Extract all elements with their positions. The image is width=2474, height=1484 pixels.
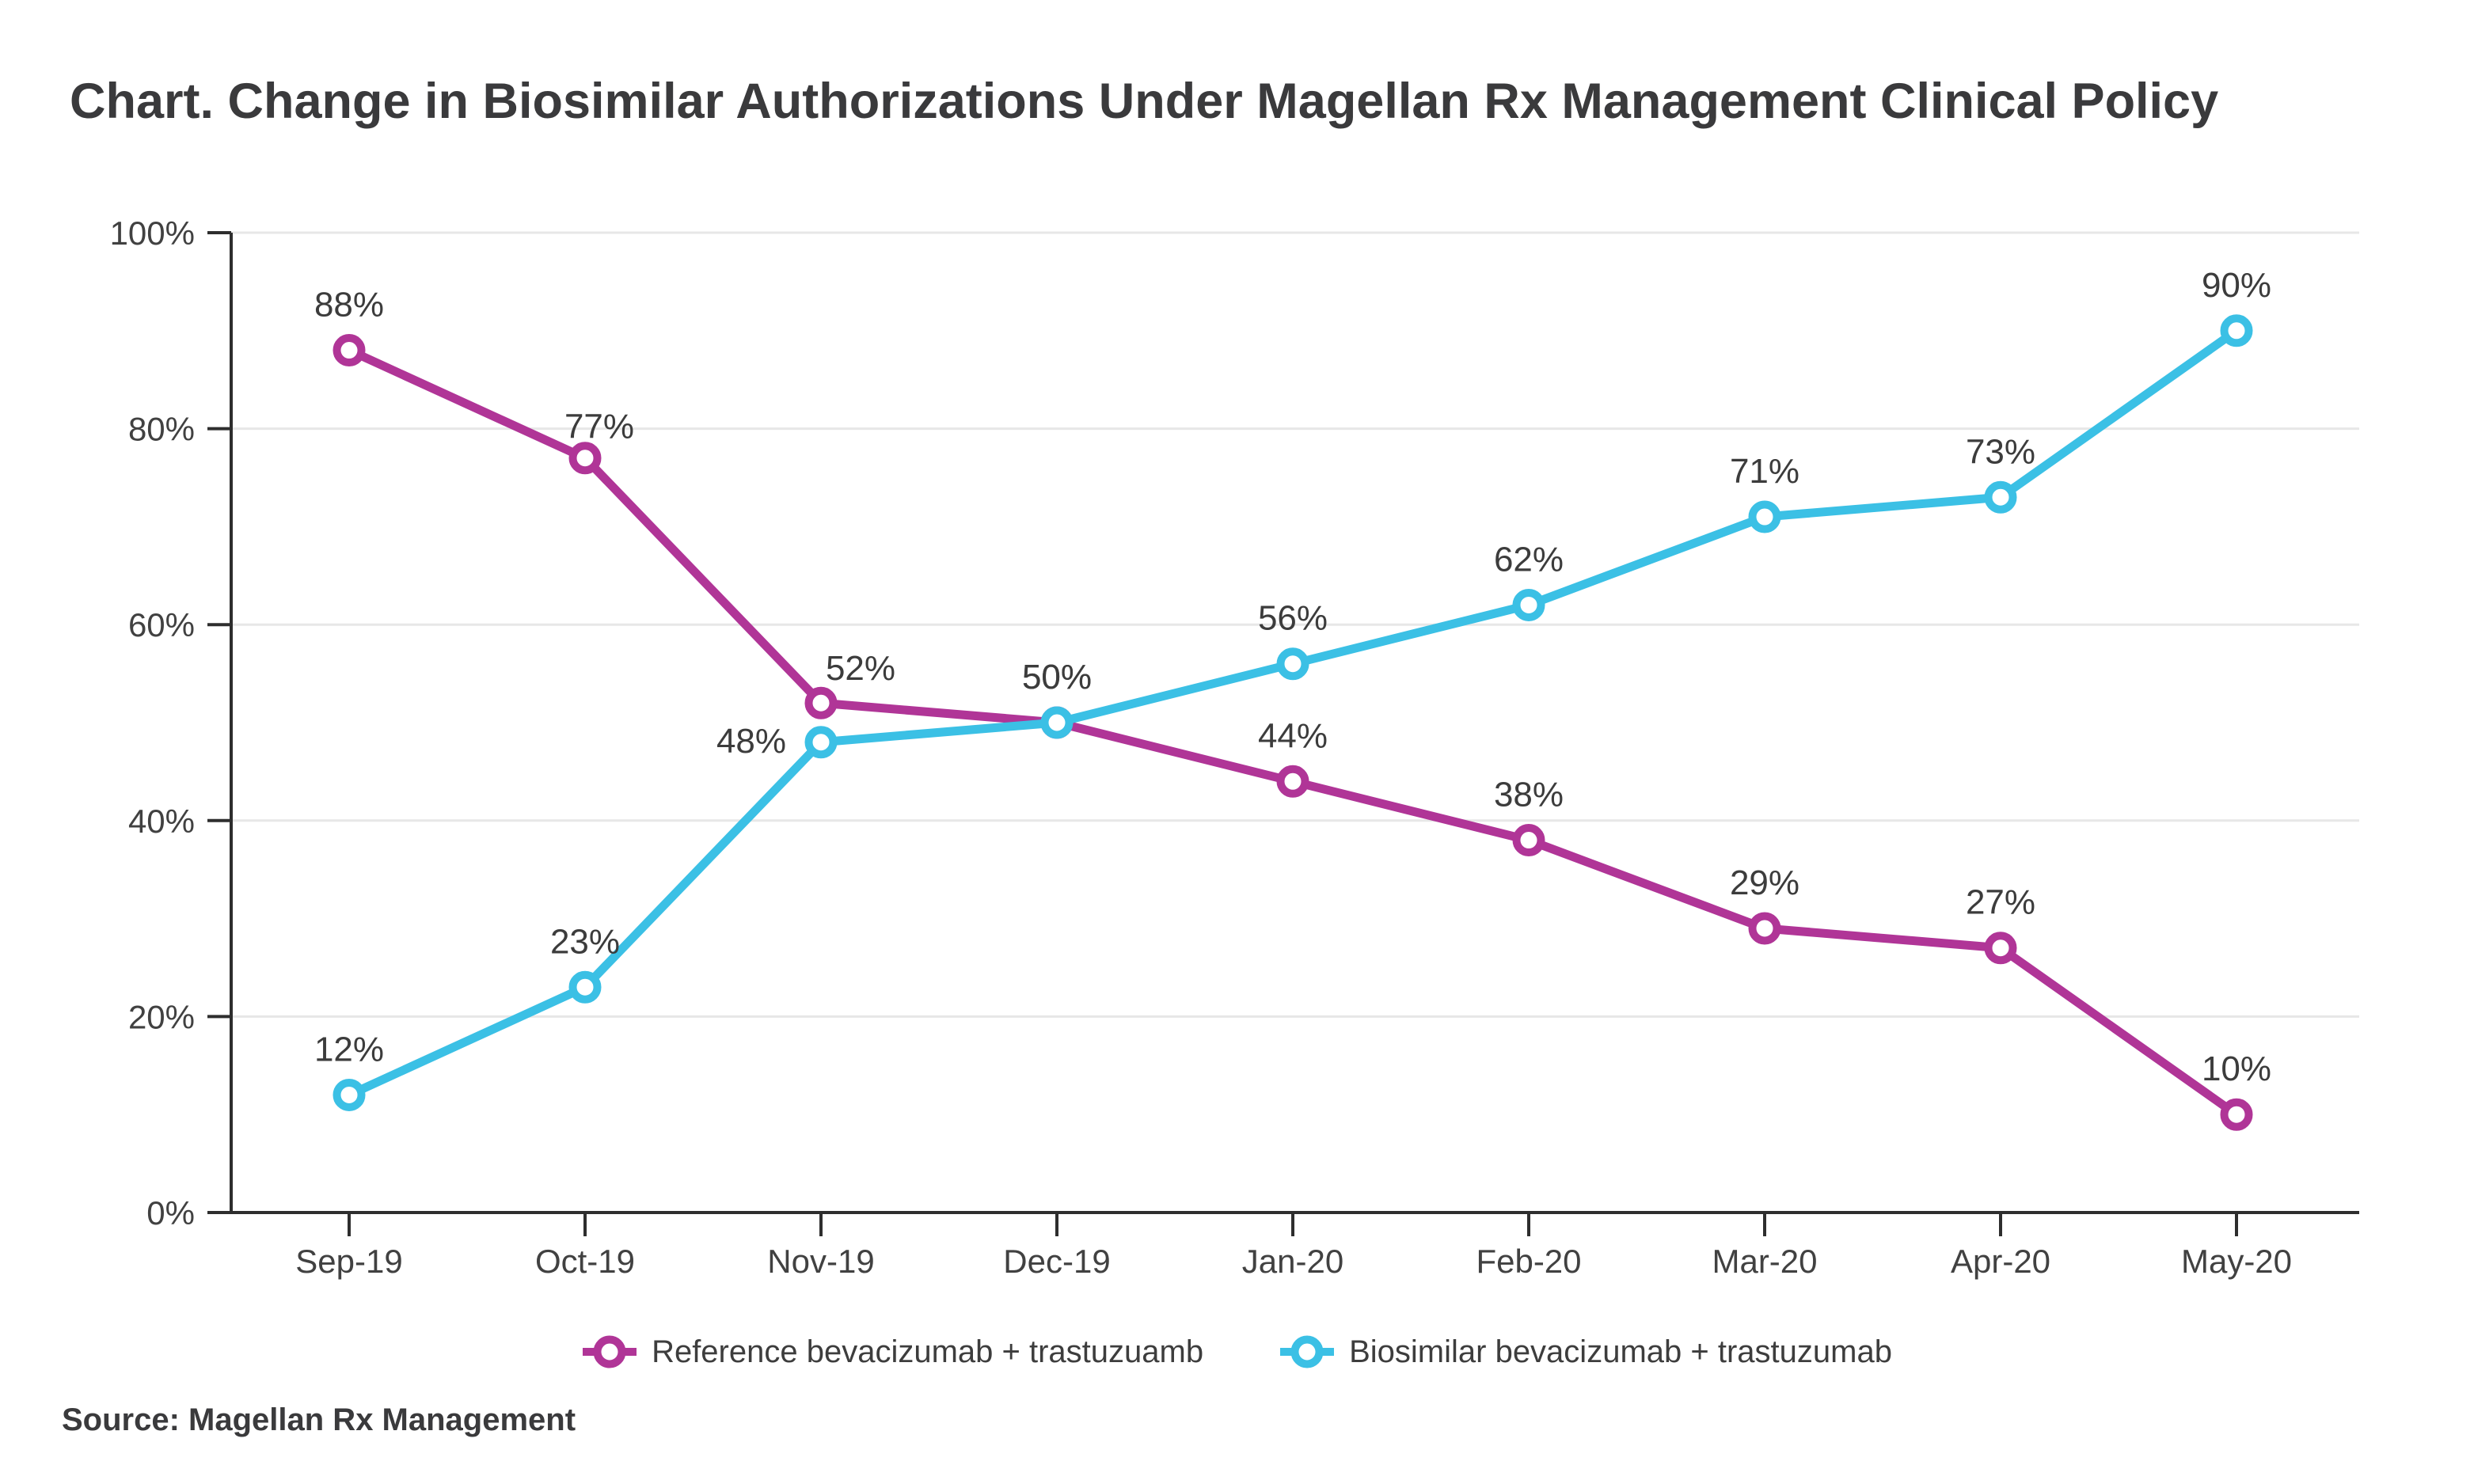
legend-item-biosimilar: Biosimilar bevacizumab + trastuzumab (1279, 1333, 1892, 1371)
chart-legend: Reference bevacizumab + trastuzuamb Bios… (0, 1333, 2474, 1371)
line-chart: 0% 20% 40% 60% 80% 100% Sep-19 Oct-19 Nov-19 Dec-… (110, 214, 2359, 1280)
chart-title: Chart. Change in Biosimilar Authorizatio… (70, 74, 2219, 129)
legend-item-reference: Reference bevacizumab + trastuzuamb (582, 1333, 1203, 1371)
data-point-marker (333, 1078, 366, 1111)
y-axis-label: 0% (146, 1194, 195, 1232)
legend-label-reference: Reference bevacizumab + trastuzuamb (652, 1334, 1204, 1369)
data-point-marker (333, 334, 366, 367)
reference-series-marker-icon (583, 1335, 637, 1368)
data-label: 38% (1494, 776, 1564, 814)
y-axis-label: 60% (128, 606, 195, 643)
data-label: 27% (1966, 883, 2035, 922)
y-axis-label: 40% (128, 803, 195, 840)
x-axis-label: Jan-20 (1242, 1243, 1343, 1280)
data-label: 52% (826, 649, 895, 688)
x-axis-label: Oct-19 (535, 1243, 635, 1280)
data-label: 23% (550, 922, 620, 961)
data-point-marker (2220, 314, 2253, 347)
data-point-marker (1040, 706, 1074, 739)
data-label: 29% (1730, 863, 1799, 902)
data-point-marker (568, 970, 602, 1004)
x-axis-label: Mar-20 (1712, 1243, 1817, 1280)
data-point-marker (804, 726, 838, 759)
data-point-marker (1748, 912, 1781, 945)
data-point-marker (1748, 500, 1781, 533)
data-label: 10% (2202, 1049, 2271, 1088)
x-axis-label: May-20 (2181, 1243, 2292, 1280)
data-label: 56% (1258, 599, 1328, 638)
data-label: 73% (1966, 432, 2035, 471)
x-axis-label: Feb-20 (1476, 1243, 1581, 1280)
source-note: Source: Magellan Rx Management (62, 1402, 576, 1437)
data-point-marker (1984, 932, 2017, 965)
data-label: 50% (1022, 658, 1092, 696)
data-point-marker (1512, 824, 1545, 857)
data-label: 44% (1258, 716, 1328, 755)
y-axis-label: 20% (128, 998, 195, 1035)
data-label: 12% (314, 1030, 384, 1068)
x-axis-label: Nov-19 (767, 1243, 874, 1280)
x-axis-label: Sep-19 (295, 1243, 402, 1280)
y-axis-label: 100% (110, 214, 195, 252)
data-label: 71% (1730, 452, 1799, 491)
biosimilar-series-marker-icon (1280, 1335, 1335, 1368)
data-label: 48% (716, 722, 786, 761)
x-axis-label: Apr-20 (1951, 1243, 2050, 1280)
data-point-marker (568, 442, 602, 475)
data-point-marker (1276, 765, 1309, 798)
x-axis-label: Dec-19 (1003, 1243, 1110, 1280)
data-label: 88% (314, 286, 384, 325)
data-point-marker (1512, 588, 1545, 621)
data-label: 50% (1022, 658, 1092, 696)
data-label: 77% (564, 408, 634, 446)
data-label: 62% (1494, 540, 1564, 579)
data-label: 90% (2202, 266, 2271, 305)
y-axis-label: 80% (128, 411, 195, 448)
legend-label-biosimilar: Biosimilar bevacizumab + trastuzumab (1349, 1334, 1892, 1369)
data-point-marker (2220, 1098, 2253, 1131)
data-point-marker (1276, 647, 1309, 681)
data-point-marker (1984, 480, 2017, 514)
data-point-marker (804, 686, 838, 719)
